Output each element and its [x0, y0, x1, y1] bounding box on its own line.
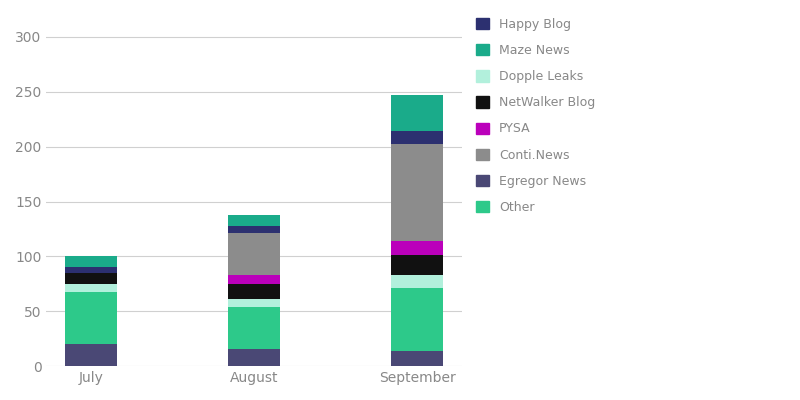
Legend: Happy Blog, Maze News, Dopple Leaks, NetWalker Blog, PYSA, Conti.News, Egregor N: Happy Blog, Maze News, Dopple Leaks, Net…	[473, 14, 599, 218]
Bar	[228, 307, 280, 348]
Bar	[391, 144, 443, 241]
Bar	[391, 131, 443, 144]
Bar	[228, 215, 280, 226]
Bar	[228, 348, 280, 366]
Bar	[65, 292, 118, 344]
Bar	[65, 256, 118, 267]
Bar	[228, 226, 280, 233]
Bar	[391, 95, 443, 131]
Bar	[65, 284, 118, 292]
Bar	[228, 275, 280, 284]
Bar	[391, 241, 443, 255]
Bar	[391, 351, 443, 366]
Bar	[391, 288, 443, 351]
Bar	[65, 344, 118, 366]
Bar	[391, 255, 443, 275]
Bar	[65, 273, 118, 284]
Bar	[228, 233, 280, 275]
Bar	[228, 299, 280, 307]
Bar	[228, 284, 280, 299]
Bar	[391, 275, 443, 288]
Bar	[65, 267, 118, 273]
